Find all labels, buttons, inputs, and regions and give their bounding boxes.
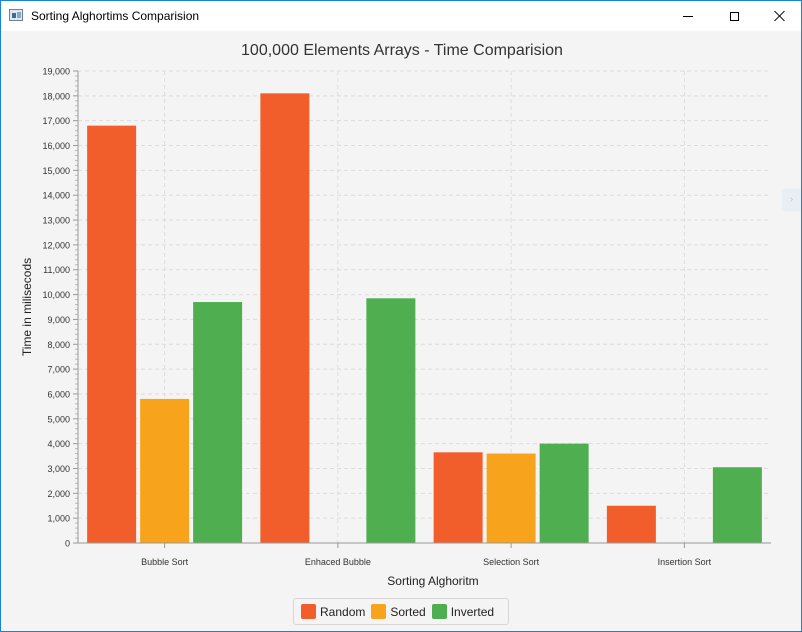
y-tick-label: 2,000: [47, 489, 70, 499]
legend-label-sorted: Sorted: [390, 604, 426, 619]
bar-random-2: [433, 452, 483, 543]
maximize-button[interactable]: [711, 1, 757, 31]
y-tick-label: 18,000: [42, 91, 70, 101]
legend-item-sorted: Sorted: [371, 604, 426, 619]
y-tick-label: 19,000: [42, 67, 70, 77]
bar-inverted-3: [712, 467, 762, 543]
y-tick-label: 17,000: [42, 116, 70, 126]
window-title: Sorting Alghortims Comparision: [31, 9, 200, 23]
minimize-icon: [683, 15, 693, 17]
y-tick-label: 16,000: [42, 141, 70, 151]
x-tick-label: Insertion Sort: [658, 557, 712, 567]
bar-inverted-2: [539, 443, 589, 543]
bar-sorted-2: [486, 453, 536, 543]
legend-label-random: Random: [320, 604, 366, 619]
bar-random-3: [606, 505, 656, 543]
bar-inverted-0: [193, 302, 243, 543]
legend-swatch-inverted: [431, 604, 447, 619]
y-tick-label: 1,000: [47, 514, 70, 524]
x-tick-label: Enhaced Bubble: [305, 557, 371, 567]
y-tick-label: 7,000: [47, 365, 70, 375]
title-bar[interactable]: Sorting Alghortims Comparision: [1, 1, 801, 31]
app-window-icon: [9, 9, 23, 21]
x-tick-label: Bubble Sort: [141, 557, 189, 567]
bar-random-1: [260, 93, 310, 543]
legend-swatch-random: [301, 604, 316, 619]
collapse-arrow-icon[interactable]: ›: [782, 189, 801, 211]
maximize-icon: [729, 11, 739, 21]
bar-sorted-0: [140, 398, 190, 543]
y-tick-label: 9,000: [47, 315, 70, 325]
legend-label-inverted: Inverted: [450, 604, 495, 619]
legend-item-random: Random: [301, 604, 365, 619]
y-tick-label: 14,000: [42, 191, 70, 201]
y-tick-label: 4,000: [47, 439, 70, 449]
y-tick-label: 15,000: [42, 166, 70, 176]
y-tick-label: 6,000: [47, 389, 70, 399]
y-axis-label: Time in milisecods: [20, 258, 34, 356]
chart-legend: Random Sorted Inverted: [293, 598, 509, 625]
minimize-button[interactable]: [665, 1, 711, 31]
y-tick-label: 12,000: [42, 240, 70, 250]
bar-inverted-1: [366, 298, 416, 543]
chart-title: 100,000 Elements Arrays - Time Comparisi…: [241, 42, 563, 59]
y-tick-label: 8,000: [47, 340, 70, 350]
y-tick-label: 11,000: [43, 265, 70, 275]
y-tick-label: 3,000: [47, 464, 70, 474]
y-tick-label: 13,000: [42, 216, 70, 226]
legend-swatch-sorted: [371, 604, 387, 619]
y-tick-label: 0: [65, 539, 70, 549]
y-tick-label: 5,000: [47, 414, 70, 424]
x-tick-label: Selection Sort: [483, 557, 540, 567]
x-axis-label: Sorting Alghoritm: [387, 574, 478, 588]
bar-random-0: [87, 125, 137, 543]
legend-item-inverted: Inverted: [431, 604, 495, 619]
y-tick-label: 10,000: [42, 290, 70, 300]
